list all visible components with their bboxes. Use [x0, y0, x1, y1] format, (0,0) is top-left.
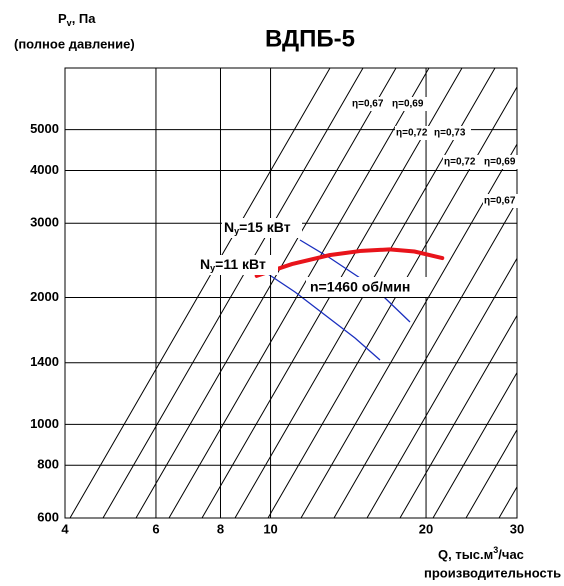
efficiency-label: η=0,69 [484, 157, 516, 168]
resistance-line [532, 68, 564, 518]
chart: ВДПБ-5 Pv, Па (полное давление) Q, тыс.м… [0, 0, 564, 581]
x-axis-label: Q, тыс.м3/час [438, 545, 524, 562]
y-axis-note: (полное давление) [14, 36, 135, 51]
x-tick-label: 8 [217, 521, 224, 536]
x-tick-label: 10 [263, 521, 277, 536]
efficiency-label: η=0,72 [396, 128, 428, 139]
x-tick-label: 4 [61, 521, 69, 536]
y-tick-label: 4000 [30, 162, 59, 177]
chart-title: ВДПБ-5 [265, 25, 355, 52]
y-tick-label: 3000 [30, 215, 59, 230]
x-tick-label: 6 [152, 521, 159, 536]
resistance-line [466, 68, 564, 518]
efficiency-label: η=0,73 [434, 128, 466, 139]
y-tick-label: 1400 [30, 354, 59, 369]
y-tick-label: 800 [37, 457, 59, 472]
y-axis-label: Pv, Па [58, 11, 96, 28]
resistance-line [499, 68, 564, 518]
efficiency-label: η=0,67 [484, 196, 516, 207]
series-label: n=1460 об/мин [310, 279, 410, 295]
y-tick-label: 600 [37, 509, 59, 524]
x-tick-label: 20 [419, 521, 433, 536]
y-tick-label: 5000 [30, 121, 59, 136]
efficiency-label: η=0,67 [352, 99, 384, 110]
power-label: Ny=11 кВт [200, 256, 266, 274]
efficiency-label: η=0,69 [392, 99, 424, 110]
efficiency-label: η=0,72 [444, 157, 476, 168]
power-label: Ny=15 кВт [224, 219, 291, 237]
y-tick-label: 2000 [30, 289, 59, 304]
x-tick-label: 30 [510, 521, 524, 536]
x-axis-note: производительность [424, 565, 561, 580]
resistance-line [70, 68, 330, 518]
y-tick-label: 1000 [30, 416, 59, 431]
